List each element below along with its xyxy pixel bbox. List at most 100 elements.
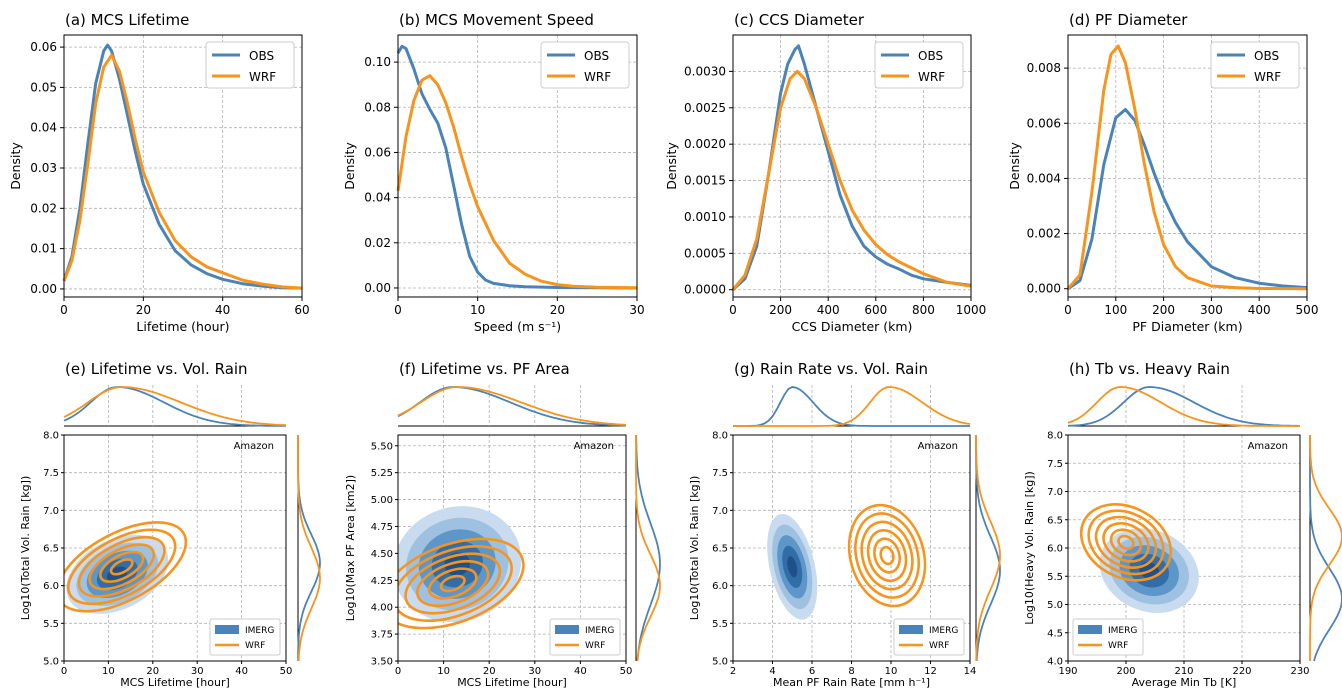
region-label: Amazon [1248, 441, 1288, 452]
x-tick-label: 40 [574, 666, 587, 677]
wrf-contour-level [873, 537, 901, 574]
legend-label-obs: OBS [1254, 49, 1279, 63]
y-tick-label: 0.000 [1027, 282, 1061, 296]
top-marginal-imerg [63, 386, 286, 427]
y-tick-label: 0.006 [1027, 116, 1061, 130]
top-marginal-wrf [1067, 386, 1300, 427]
y-tick-label: 0.04 [364, 191, 391, 205]
x-tick-label: 4 [769, 666, 775, 677]
x-tick-label: 300 [1200, 303, 1223, 317]
legend-label-obs: OBS [249, 49, 274, 63]
x-axis-label: MCS Lifetime [hour] [120, 676, 230, 689]
y-tick-label: 6.0 [1047, 544, 1063, 555]
wrf-contour-level [398, 537, 525, 630]
wrf-contour-level [427, 567, 478, 600]
y-tick-label: 5.50 [371, 441, 393, 452]
wrf-contour-level [398, 545, 513, 622]
y-tick-label: 6.5 [43, 544, 59, 555]
chart-title-6: (g) Rain Rate vs. Vol. Rain [734, 360, 928, 378]
x-axis-label: CCS Diameter (km) [792, 319, 913, 334]
y-tick-label: 4.0 [1047, 657, 1063, 668]
y-tick-label: 0.02 [364, 236, 391, 250]
x-tick-label: 600 [864, 303, 887, 317]
x-tick-label: 30 [191, 666, 204, 677]
x-tick-label: 60 [294, 303, 309, 317]
legend-label-wrf: WRF [585, 641, 605, 651]
x-tick-label: 500 [1296, 303, 1319, 317]
chart-panel-2: 0 200 400 600 800 1000 0.0000 0.0005 0.0010 0.001… [664, 34, 986, 334]
y-tick-label: 0.0030 [684, 64, 726, 78]
x-axis-label: MCS Lifetime [hour] [457, 676, 567, 689]
right-marginal-wrf [297, 435, 321, 662]
x-tick-label: 12 [924, 666, 937, 677]
x-tick-label: 210 [1174, 666, 1193, 677]
y-tick-label: 0.0000 [684, 283, 726, 297]
legend-label-obs: OBS [918, 49, 943, 63]
x-tick-label: 2 [730, 666, 736, 677]
x-tick-label: 8 [848, 666, 854, 677]
y-tick-label: 6.5 [1047, 515, 1063, 526]
wrf-contour-level [1117, 534, 1135, 550]
wrf-contour-level [866, 529, 908, 583]
contour-group [398, 506, 525, 630]
y-tick-label: 0.08 [364, 100, 391, 114]
axes-frame [1067, 34, 1308, 298]
imerg-contour-level [787, 556, 798, 578]
chart-title-0: (a) MCS Lifetime [65, 11, 189, 29]
y-tick-label: 7.5 [1047, 459, 1063, 470]
x-tick-label: 0 [61, 666, 67, 677]
x-tick-label: 400 [1248, 303, 1271, 317]
y-tick-label: 0.02 [30, 201, 57, 215]
region-label: Amazon [918, 441, 958, 452]
x-tick-label: 50 [280, 666, 293, 677]
chart-panel-7: 190 200 210 220 230 4.0 4.5 5.0 5.5 6.0 6.5 7.0 7.5 8… [1023, 385, 1342, 689]
y-tick-label: 3.50 [371, 657, 393, 668]
top-marginal-imerg [1067, 386, 1301, 427]
x-tick-label: 40 [215, 303, 230, 317]
y-tick-label: 5.0 [43, 657, 59, 668]
y-tick-label: 5.5 [43, 619, 59, 630]
x-tick-label: 0 [394, 303, 402, 317]
legend-label-imerg: IMERG [585, 626, 614, 636]
wrf-contour-level [1094, 515, 1158, 569]
legend-label-wrf: WRF [929, 641, 949, 651]
legend-label-imerg: IMERG [245, 626, 274, 636]
y-tick-label: 4.25 [371, 576, 393, 587]
top-marginal-imerg [397, 386, 627, 427]
region-label: Amazon [574, 441, 614, 452]
chart-panel-4: 0 10 20 30 40 50 5.0 5.5 6.0 6.5 7.0 7.5 8.0 MCS Life… [19, 385, 321, 689]
y-tick-label: 5.5 [712, 619, 728, 630]
x-tick-label: 0 [60, 303, 68, 317]
right-marginal-imerg [635, 435, 661, 662]
chart-panel-0: 0 20 40 60 0.00 0.01 0.02 0.03 0.04 0.05 0.06 Lifet… [8, 34, 310, 334]
y-tick-label: 0.06 [364, 145, 391, 159]
y-tick-label: 0.00 [364, 281, 391, 295]
right-marginal-imerg [297, 435, 321, 661]
contour-group [64, 521, 188, 614]
legend-label-obs: OBS [584, 49, 609, 63]
chart-panel-1: 0 10 20 30 0.00 0.02 0.04 0.06 0.08 0.10 Speed (m … [342, 34, 645, 334]
y-tick-label: 4.50 [371, 549, 393, 560]
y-tick-label: 0.03 [30, 161, 57, 175]
top-marginal-wrf [63, 386, 287, 427]
x-axis-label: Mean PF Rain Rate [mm h⁻¹] [773, 676, 930, 689]
x-tick-label: 230 [1290, 666, 1309, 677]
y-tick-label: 0.10 [364, 55, 391, 69]
y-axis-label: Density [342, 142, 357, 190]
y-tick-label: 0.04 [30, 121, 57, 135]
y-tick-label: 0.0020 [684, 137, 726, 151]
x-tick-label: 30 [629, 303, 644, 317]
wrf-contour-level [64, 521, 188, 613]
chart-title-1: (b) MCS Movement Speed [399, 11, 594, 29]
y-tick-label: 0.008 [1027, 61, 1061, 75]
y-tick-label: 0.0015 [684, 174, 726, 188]
y-axis-label: Log10(Total Vol. Rain [kg]) [19, 476, 32, 620]
legend-label-wrf: WRF [1108, 641, 1128, 651]
y-tick-label: 6.0 [712, 581, 728, 592]
wrf-contour-level [847, 503, 927, 608]
series-line-obs [1067, 108, 1308, 290]
legend-swatch-imerg [1078, 625, 1102, 634]
y-tick-label: 8.0 [712, 431, 728, 442]
chart-panel-6: 2 4 6 8 10 12 14 5.0 5.5 6.0 6.5 7.0 7.5 8.0 Mean PF R… [688, 385, 1001, 689]
chart-title-2: (c) CCS Diameter [734, 11, 865, 29]
